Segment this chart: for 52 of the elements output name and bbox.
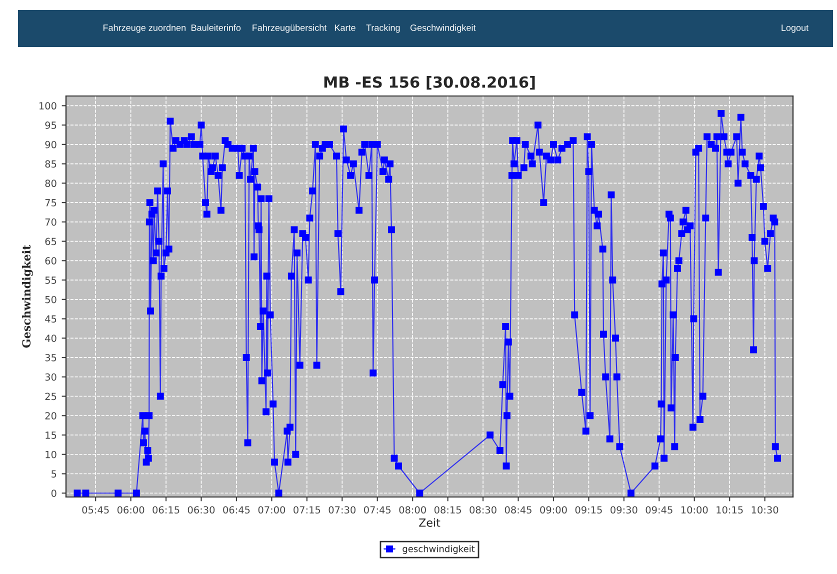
y-tick-label: 65 [45, 238, 56, 246]
y-tick-label: 70 [45, 218, 56, 226]
y-tick-label: 5 [52, 470, 56, 478]
text: Fahrzeuge zuordnen [104, 24, 186, 33]
x-tick-label: 06:15 [152, 506, 180, 514]
text: Karte [334, 24, 356, 31]
y-tick-label: 20 [45, 412, 56, 420]
x-tick-label: 06:30 [188, 506, 215, 514]
y-tick-label: 10 [46, 450, 56, 458]
x-tick-label: 08:00 [399, 506, 426, 514]
x-tick-label: 05:45 [82, 506, 109, 514]
y-tick-label: 15 [46, 432, 56, 439]
x-tick-label: 08:45 [504, 506, 532, 514]
y-tick-label: 85 [45, 160, 56, 168]
x-tick-label: 08:15 [434, 506, 461, 514]
text: Bauleiterinfo [192, 24, 241, 31]
x-tick-label: 10:15 [716, 506, 743, 514]
y-tick-label: 0 [51, 490, 56, 497]
x-tick-label: 07:15 [294, 506, 320, 514]
x-tick-label: 06:00 [117, 506, 144, 514]
y-tick-label: 25 [45, 392, 56, 400]
y-tick-label: 55 [45, 276, 56, 284]
x-tick-label: 09:00 [540, 506, 567, 514]
text: Geschwindigkeit [410, 24, 476, 33]
x-tick-label: 06:45 [223, 506, 250, 514]
text: Fahrzeugübersicht [252, 24, 327, 33]
y-tick-label: 30 [45, 373, 56, 381]
x-tick-label: 09:15 [575, 506, 602, 514]
y-tick-label: 40 [45, 334, 56, 342]
legend-label: geschwindigkeit [402, 545, 475, 554]
text: Tracking [366, 24, 400, 33]
x-tick-label: 09:45 [646, 506, 672, 514]
y-axis-title: Geschwindigkeit [22, 244, 33, 348]
x-tick-label: 07:30 [328, 506, 356, 514]
y-tick-label: 90 [45, 140, 56, 148]
y-tick-label: 100 [39, 102, 56, 110]
x-tick-label: 10:00 [681, 506, 708, 514]
x-tick-label: 07:45 [364, 506, 391, 514]
y-tick-label: 45 [45, 315, 56, 323]
chart-title: MB -ES 156 [30.08.2016] [324, 76, 535, 90]
x-axis-title: Zeit [419, 518, 440, 527]
x-tick-label: 07:00 [258, 506, 286, 514]
y-tick-label: 95 [45, 122, 56, 129]
y-tick-label: 75 [45, 199, 56, 206]
x-tick-label: 09:30 [610, 506, 638, 514]
y-tick-label: 60 [45, 257, 56, 264]
y-tick-label: 35 [45, 354, 56, 362]
y-tick-label: 80 [45, 180, 56, 188]
text: Logout [782, 24, 808, 33]
x-tick-label: 08:30 [470, 506, 496, 514]
x-tick-label: 10:30 [752, 506, 778, 514]
y-tick-label: 50 [45, 296, 56, 304]
